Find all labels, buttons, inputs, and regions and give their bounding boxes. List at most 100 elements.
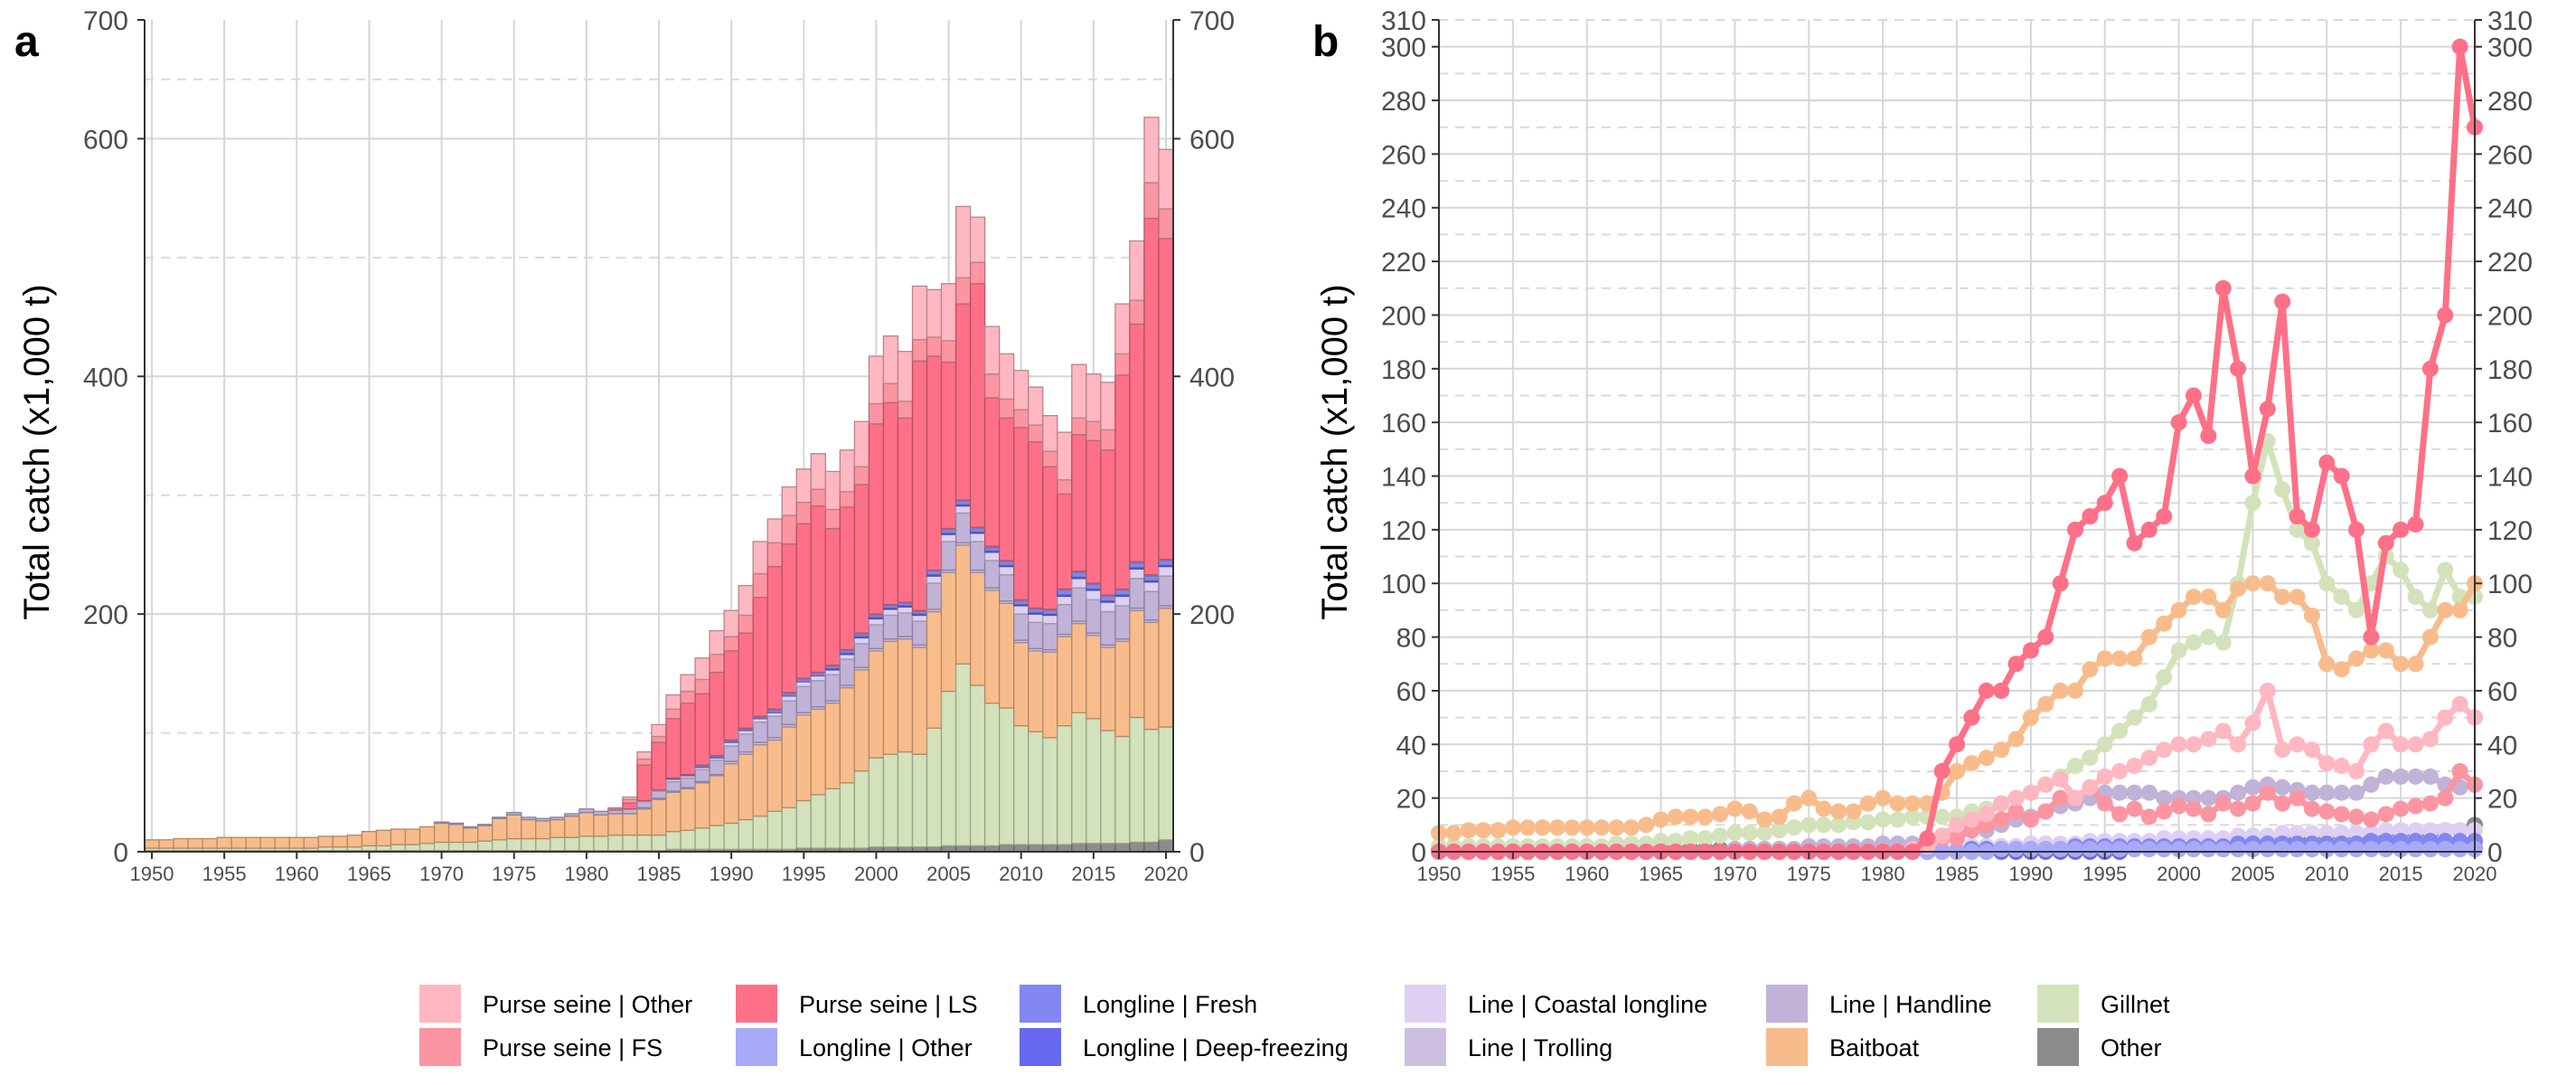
bar-segment <box>680 703 696 776</box>
legend-label: Other <box>2101 1034 2162 1061</box>
bar-segment <box>795 523 812 679</box>
data-point <box>2377 768 2394 785</box>
legend: Purse seine | Other Purse seine | FS Purse… <box>419 985 2170 1066</box>
data-point <box>2066 789 2083 807</box>
bar-segment <box>824 669 841 675</box>
bar-segment <box>1114 735 1131 844</box>
bar-segment <box>622 808 638 815</box>
data-point <box>2230 784 2247 801</box>
legend-item: Purse seine | Other <box>419 985 692 1023</box>
bar-segment <box>404 844 421 852</box>
data-point <box>2274 481 2291 498</box>
bar-segment <box>738 614 754 634</box>
bar-segment <box>375 844 392 852</box>
data-point <box>2037 628 2054 646</box>
bar-segment <box>1057 478 1073 495</box>
data-point <box>1889 811 1906 828</box>
bar-segment <box>824 788 841 849</box>
legend-swatch <box>1020 985 1061 1023</box>
bar-segment <box>983 552 1001 561</box>
legend-item: Line | Handline <box>1766 985 1992 1023</box>
bar-segment <box>1028 621 1044 649</box>
bar-segment <box>853 643 870 668</box>
bar-segment <box>1143 182 1160 220</box>
bar-segment <box>492 816 508 819</box>
data-point <box>2289 521 2306 538</box>
data-point <box>1504 819 1521 836</box>
bar-segment <box>1086 843 1102 853</box>
bar-segment <box>1114 595 1131 607</box>
data-point <box>2259 841 2276 858</box>
bar-segment <box>433 821 450 825</box>
panel-a: a Total catch (x1,000 t) 0 0 200 200 400 400 6… <box>14 6 1235 885</box>
legend-label: Baitboat <box>1829 1034 1920 1061</box>
bar-segment <box>911 614 928 622</box>
bar-segment <box>202 837 218 849</box>
bar-segment <box>332 835 349 848</box>
bar-segment <box>1143 117 1160 184</box>
bar-segment <box>636 801 653 809</box>
data-point <box>1594 819 1611 836</box>
panel-a-x-tick-label: 1980 <box>564 863 608 885</box>
bar-segment <box>1100 730 1116 844</box>
data-point <box>2037 841 2054 858</box>
bar-segment <box>578 811 595 837</box>
data-point <box>2289 789 2306 807</box>
data-point <box>2318 656 2336 673</box>
bar-segment <box>911 646 928 755</box>
data-point <box>2082 661 2099 678</box>
panel-b-x-tick-label: 2005 <box>2231 863 2275 885</box>
bar-segment <box>926 610 943 729</box>
data-point <box>2037 803 2054 820</box>
data-point <box>2333 784 2350 801</box>
bar-segment <box>1086 373 1102 422</box>
data-point <box>2363 628 2380 646</box>
bar-segment <box>766 810 783 851</box>
panel-a-x-tick-label: 1960 <box>275 863 319 885</box>
legend-swatch <box>1766 1028 1808 1066</box>
bar-segment <box>1158 148 1174 210</box>
bar-segment <box>303 836 319 849</box>
data-point <box>2082 778 2099 796</box>
panel-a-y-tick-label: 200 <box>83 600 128 630</box>
bar-segment <box>1042 614 1058 625</box>
bar-segment <box>781 807 797 851</box>
bar-segment <box>694 769 710 783</box>
data-point <box>2437 561 2454 579</box>
bar-segment <box>940 283 957 342</box>
data-point <box>2126 534 2143 552</box>
data-point <box>2111 650 2129 667</box>
data-point <box>2421 731 2439 748</box>
data-point <box>1712 827 1729 844</box>
data-point <box>2185 634 2202 651</box>
bar-segment <box>1086 583 1102 590</box>
bar-segment <box>709 654 725 674</box>
data-point <box>2230 580 2247 598</box>
data-point <box>2451 601 2468 618</box>
bar-segment <box>868 624 885 649</box>
panel-b-x-tick-label: 1950 <box>1417 863 1462 885</box>
panel-b-x-tick-label: 2020 <box>2453 863 2497 885</box>
bar-segment <box>694 827 710 851</box>
bar-segment <box>476 840 494 852</box>
bar-segment <box>940 340 957 363</box>
data-point <box>1771 822 1788 839</box>
bar-segment <box>1042 623 1058 651</box>
data-point <box>2303 521 2320 538</box>
bar-segment <box>1114 640 1131 738</box>
bar-segment <box>564 836 580 852</box>
bar-segment <box>651 790 667 799</box>
data-point <box>2303 800 2320 817</box>
bar-segment <box>954 544 972 665</box>
panel-b-x-tick-label: 1955 <box>1490 863 1535 885</box>
bar-segment <box>853 420 870 467</box>
data-point <box>2096 495 2113 512</box>
panel-b-x-tick-label: 2000 <box>2157 863 2201 885</box>
bar-segment <box>462 827 479 844</box>
panel-a-x-tick-label: 1950 <box>130 863 174 885</box>
data-point <box>2230 800 2247 817</box>
bar-segment <box>766 739 783 812</box>
data-point <box>2140 628 2158 646</box>
